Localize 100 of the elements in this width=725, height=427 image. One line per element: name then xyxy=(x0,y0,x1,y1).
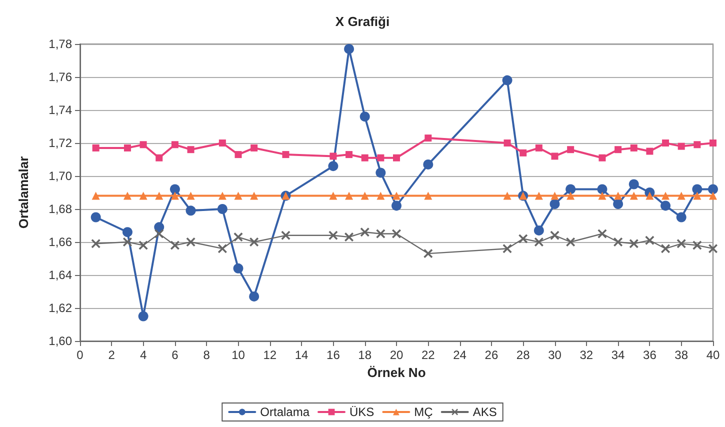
y-tick-label: 1,60 xyxy=(48,334,72,348)
point xyxy=(154,229,164,238)
x-tick-label: 24 xyxy=(453,348,467,362)
point xyxy=(90,212,101,222)
point xyxy=(693,192,702,200)
point xyxy=(92,192,100,200)
x-tick-label: 6 xyxy=(172,348,179,362)
point xyxy=(250,144,258,152)
point xyxy=(122,227,132,238)
point xyxy=(424,249,433,258)
point xyxy=(614,238,623,246)
chart-title: X Grafiği xyxy=(335,14,390,29)
point xyxy=(692,240,702,250)
y-tick-label: 1,68 xyxy=(48,202,72,216)
point xyxy=(613,199,624,210)
point xyxy=(598,154,606,162)
point xyxy=(233,263,244,274)
point xyxy=(170,240,180,250)
point xyxy=(234,192,242,200)
point xyxy=(344,232,354,242)
point xyxy=(646,192,654,200)
point xyxy=(598,192,606,200)
point xyxy=(709,192,717,200)
point xyxy=(520,149,527,156)
point xyxy=(346,151,353,158)
x-tick-label: 4 xyxy=(140,348,147,362)
y-tick-label: 1,72 xyxy=(48,136,72,150)
point xyxy=(628,179,639,190)
point xyxy=(377,154,384,162)
point xyxy=(534,238,544,246)
x-axis-title: Örnek No xyxy=(367,364,426,380)
point xyxy=(122,238,132,246)
x-tick-label: 40 xyxy=(706,348,720,362)
point xyxy=(424,192,432,200)
point xyxy=(550,192,559,200)
point xyxy=(518,234,528,244)
point xyxy=(694,141,701,148)
x-tick-label: 2 xyxy=(108,348,116,362)
point xyxy=(662,192,670,200)
point xyxy=(503,192,512,200)
point xyxy=(708,244,718,254)
y-axis-title: Ortalamalar xyxy=(16,156,31,229)
point xyxy=(139,192,148,200)
point xyxy=(376,168,386,178)
point xyxy=(677,192,686,200)
point xyxy=(138,240,148,250)
x-tick-label: 20 xyxy=(390,348,404,362)
x-tick-label: 26 xyxy=(484,348,498,362)
point xyxy=(187,146,194,154)
point xyxy=(661,244,670,254)
point xyxy=(91,239,100,248)
y-tick-label: 1,62 xyxy=(48,301,72,315)
y-tick-label: 1,78 xyxy=(48,37,72,51)
point xyxy=(502,244,512,254)
x-tick-label: 22 xyxy=(421,348,436,362)
legend-label: Ortalama xyxy=(260,405,310,419)
point xyxy=(250,192,258,200)
x-tick-label: 34 xyxy=(611,348,626,362)
point xyxy=(392,200,402,211)
y-tick-label: 1,66 xyxy=(48,235,72,249)
point xyxy=(676,212,686,222)
point xyxy=(92,144,100,152)
point xyxy=(328,230,338,240)
point xyxy=(551,152,558,160)
point xyxy=(170,184,180,194)
y-tick-label: 1,70 xyxy=(48,169,72,183)
x-tick-label: 10 xyxy=(232,348,246,362)
point xyxy=(124,144,131,152)
point xyxy=(535,144,542,152)
point xyxy=(123,192,132,200)
point xyxy=(534,225,544,236)
x-tick-label: 28 xyxy=(516,348,530,362)
point xyxy=(710,140,716,146)
point xyxy=(424,134,432,142)
point xyxy=(171,141,178,148)
point xyxy=(170,192,179,200)
point xyxy=(393,154,400,162)
point xyxy=(630,192,638,200)
point xyxy=(328,161,338,172)
point xyxy=(186,206,196,216)
point xyxy=(155,192,164,200)
point xyxy=(646,148,654,155)
point xyxy=(550,230,560,240)
point xyxy=(566,192,575,200)
point xyxy=(140,141,147,148)
point xyxy=(392,192,400,200)
legend-label: ÜKS xyxy=(350,405,374,419)
point xyxy=(156,154,163,162)
point xyxy=(186,238,196,246)
point xyxy=(250,238,259,246)
x-tick-label: 0 xyxy=(76,348,84,362)
point xyxy=(567,146,574,154)
point xyxy=(154,222,164,232)
point xyxy=(330,152,337,160)
point xyxy=(566,238,576,246)
x-tick-label: 36 xyxy=(643,348,657,362)
point xyxy=(249,291,260,302)
point xyxy=(692,184,702,194)
point xyxy=(218,244,227,254)
point xyxy=(392,229,401,238)
